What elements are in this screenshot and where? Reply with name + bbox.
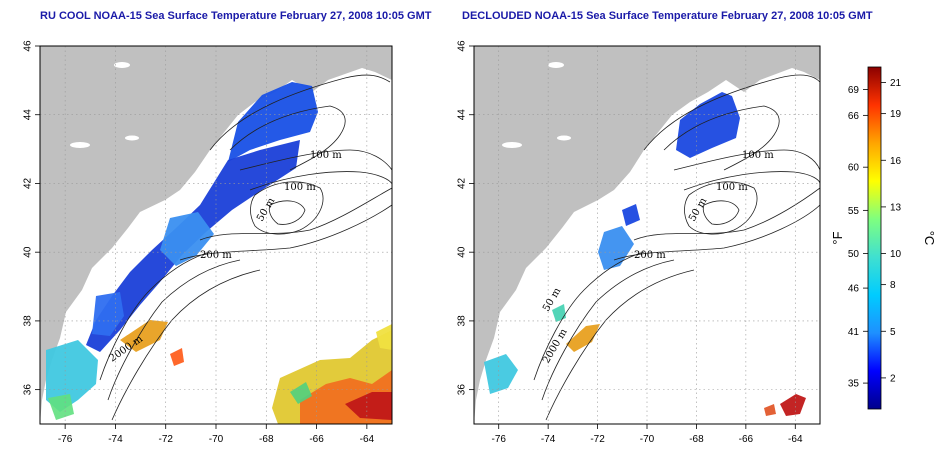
right-axis-ticks: -76 -74 -72 -70 -68 -66 -64 46 44 42 40 38 36 — [457, 40, 803, 445]
left-lon-tick-label: -68 — [259, 434, 274, 445]
left-contour-label: 100 m — [310, 150, 342, 161]
colorbar-ticks: 21 19 16 13 10 8 5 2 69 66 60 55 50 46 41 35 — [848, 78, 902, 390]
temperature-colorbar: 21 19 16 13 10 8 5 2 69 66 60 55 50 46 41 35 °F °C — [830, 66, 937, 410]
fahrenheit-tick-label: 69 — [848, 85, 860, 96]
left-lat-tick-label: 40 — [23, 246, 34, 258]
right-lat-tick-label: 44 — [457, 109, 468, 121]
right-lat-tick-label: 36 — [457, 384, 468, 396]
right-lake — [548, 62, 564, 68]
right-contour-label: 50 m — [687, 196, 709, 224]
fahrenheit-tick-label: 35 — [848, 379, 860, 390]
celsius-tick-label: 21 — [890, 78, 902, 89]
celsius-tick-label: 16 — [890, 156, 902, 167]
right-sst-nearshore — [598, 226, 634, 270]
celsius-tick-label: 5 — [890, 327, 896, 338]
left-sst-gulfstream-green — [290, 382, 312, 404]
left-sst-carolina-cyan — [46, 340, 98, 412]
celsius-unit-label: °C — [922, 231, 937, 246]
right-lon-tick-label: -70 — [640, 434, 655, 445]
right-lon-tick-label: -72 — [590, 434, 605, 445]
right-lon-tick-label: -66 — [739, 434, 754, 445]
fahrenheit-tick-label: 41 — [848, 327, 860, 338]
left-sst-chesapeake — [92, 292, 124, 336]
right-sst-carolina-cyan — [484, 354, 518, 394]
right-contour-label: 100 m — [742, 150, 774, 161]
left-lon-tick-label: -64 — [360, 434, 375, 445]
right-sst-gulf-of-maine — [676, 92, 740, 158]
left-lake — [114, 62, 130, 68]
fahrenheit-tick-label: 50 — [848, 249, 860, 260]
right-map-panel: 100 m 100 m 50 m 200 m 2000 m 50 m -76 -7… — [457, 40, 821, 445]
right-bathymetry-contours — [533, 74, 820, 421]
right-lake — [557, 135, 571, 141]
left-axis-ticks: -76 -74 -72 -70 -68 -66 -64 46 44 42 40 38 36 — [23, 40, 375, 445]
right-lat-tick-label: 42 — [457, 177, 468, 189]
left-contour-label: 100 m — [284, 182, 316, 193]
left-sst-shelf-band — [86, 140, 300, 352]
left-sst-warm-spot — [170, 348, 184, 366]
right-lat-tick-label: 46 — [457, 40, 468, 52]
left-lat-tick-label: 42 — [23, 177, 34, 189]
right-land-mass — [474, 46, 820, 424]
left-lat-tick-label: 36 — [23, 384, 34, 396]
celsius-tick-label: 13 — [890, 202, 902, 213]
left-bathymetry-contours — [99, 74, 392, 421]
left-panel-title: RU COOL NOAA-15 Sea Surface Temperature … — [40, 10, 432, 22]
left-lon-tick-label: -70 — [209, 434, 224, 445]
fahrenheit-tick-label: 46 — [848, 284, 860, 295]
right-sst-gulfstream-red — [780, 394, 806, 416]
left-lon-tick-label: -66 — [309, 434, 324, 445]
left-sst-gulfstream-red — [345, 392, 392, 420]
left-lake — [125, 135, 139, 141]
right-lat-tick-label: 38 — [457, 315, 468, 327]
left-lon-tick-label: -72 — [158, 434, 173, 445]
right-lat-tick-label: 40 — [457, 246, 468, 258]
right-lake — [502, 142, 522, 148]
right-lon-tick-label: -74 — [541, 434, 556, 445]
left-lat-tick-label: 44 — [23, 109, 34, 121]
right-lon-tick-label: -76 — [491, 434, 506, 445]
celsius-tick-label: 10 — [890, 249, 902, 260]
right-contour-label: 200 m — [634, 250, 666, 261]
right-sst-shelf-patch — [622, 204, 640, 226]
left-sst-gulf-of-maine — [228, 82, 318, 162]
left-sst-slope-warm — [120, 320, 168, 352]
fahrenheit-tick-label: 66 — [848, 111, 860, 122]
right-contour-label: 2000 m — [541, 327, 570, 366]
left-sst-carolina-green — [48, 394, 74, 420]
left-sst-nearshore — [160, 212, 214, 266]
left-map-panel: 100 m 100 m 50 m 200 m 2000 m -76 -74 -72-… — [23, 40, 393, 445]
left-contour-label: 200 m — [200, 250, 232, 261]
celsius-tick-label: 8 — [890, 280, 896, 291]
right-lon-tick-label: -64 — [788, 434, 803, 445]
right-sst-slope-warm — [566, 324, 600, 352]
celsius-tick-label: 19 — [890, 109, 902, 120]
fahrenheit-unit-label: °F — [830, 231, 845, 244]
left-lat-tick-label: 46 — [23, 40, 34, 52]
fahrenheit-tick-label: 55 — [848, 206, 860, 217]
right-sst-gulfstream-orange — [764, 404, 776, 416]
right-lon-tick-label: -68 — [689, 434, 704, 445]
right-sst-green — [552, 304, 566, 322]
left-lat-tick-label: 38 — [23, 315, 34, 327]
celsius-tick-label: 2 — [890, 373, 896, 384]
left-land-mass — [40, 46, 392, 424]
left-lon-tick-label: -74 — [108, 434, 123, 445]
left-lon-tick-label: -76 — [58, 434, 73, 445]
colorbar-gradient — [867, 66, 882, 410]
right-contour-label: 100 m — [716, 182, 748, 193]
fahrenheit-tick-label: 60 — [848, 163, 860, 174]
right-panel-title: DECLOUDED NOAA-15 Sea Surface Temperatur… — [462, 10, 873, 22]
left-sst-gulfstream-yellow-2 — [376, 324, 392, 350]
left-lake — [70, 142, 90, 148]
